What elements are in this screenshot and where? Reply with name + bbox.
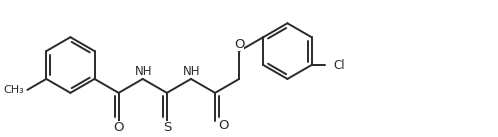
Text: Cl: Cl: [334, 58, 345, 72]
Text: NH: NH: [135, 65, 152, 79]
Text: O: O: [234, 38, 245, 51]
Text: O: O: [114, 121, 124, 134]
Text: O: O: [218, 119, 228, 132]
Text: CH₃: CH₃: [3, 85, 24, 95]
Text: S: S: [163, 121, 171, 134]
Text: NH: NH: [183, 65, 201, 79]
